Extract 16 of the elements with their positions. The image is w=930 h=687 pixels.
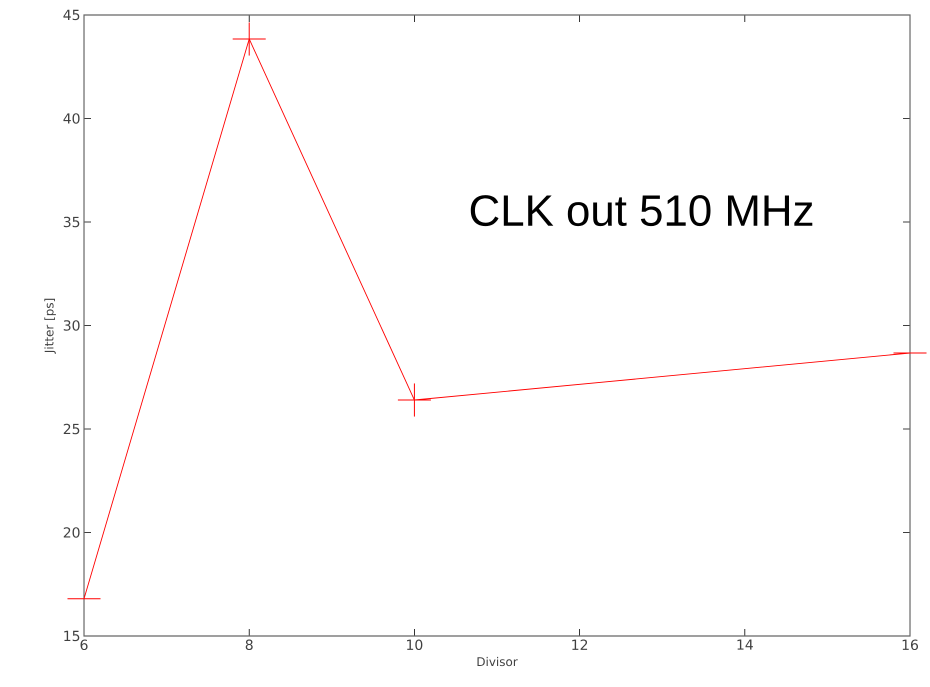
y-tick-label: 30 bbox=[64, 320, 80, 331]
x-tick-label: 12 bbox=[572, 639, 588, 650]
x-axis-title: Divisor bbox=[477, 656, 518, 666]
y-tick-label: 20 bbox=[64, 527, 80, 538]
x-tick-label: 6 bbox=[80, 639, 88, 650]
annotation: CLK out 510 MHz bbox=[470, 195, 812, 226]
x-tick-label: 8 bbox=[246, 639, 253, 650]
y-tick-label: 25 bbox=[64, 424, 80, 434]
x-tick-label: 16 bbox=[902, 639, 918, 650]
x-tick-label: 10 bbox=[407, 639, 422, 650]
y-tick-label: 15 bbox=[64, 630, 80, 642]
x-tick-label: 14 bbox=[737, 640, 753, 650]
y-axis-title: Jitter [ps] bbox=[44, 298, 56, 354]
y-tick-label: 45 bbox=[63, 10, 80, 20]
y-tick-label: 40 bbox=[63, 113, 80, 124]
y-tick-label: 35 bbox=[64, 216, 80, 228]
